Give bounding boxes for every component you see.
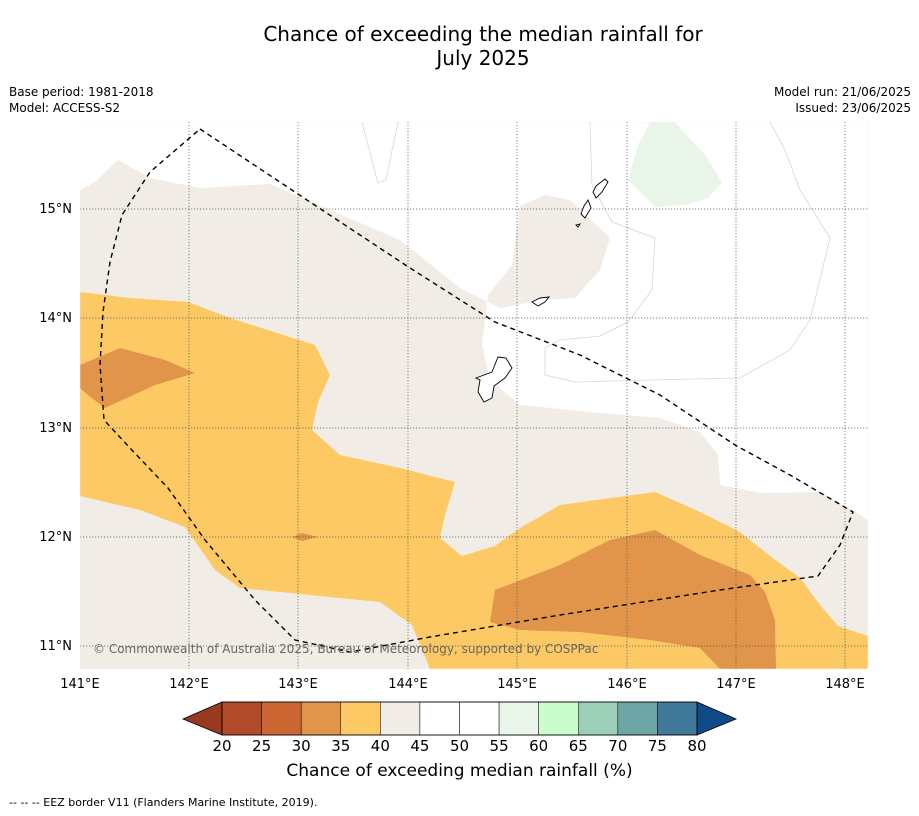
colorbar-cell xyxy=(617,701,658,736)
colorbar-cell xyxy=(419,701,460,736)
island-tinian xyxy=(580,199,592,219)
colorbar-tick-label: 75 xyxy=(648,737,667,755)
rainfall-map-area: © Commonwealth of Australia 2025, Bureau… xyxy=(80,122,868,669)
colorbar-tick-label: 30 xyxy=(292,737,311,755)
island-rota xyxy=(531,296,551,307)
colorbar-cells xyxy=(221,701,698,736)
copyright-text: © Commonwealth of Australia 2025, Bureau… xyxy=(93,642,598,656)
lat-tick-11: 11°N xyxy=(39,639,72,654)
lon-tick-143: 143°E xyxy=(278,677,318,692)
base-period-text: Base period: 1981-2018 xyxy=(9,85,154,99)
colorbar-tick-label: 35 xyxy=(331,737,350,755)
lon-tick-142: 142°E xyxy=(169,677,209,692)
colorbar-tick-label: 40 xyxy=(371,737,390,755)
model-run-text: Model run: 21/06/2025 xyxy=(773,85,911,99)
eez-border xyxy=(99,128,854,653)
map-title: Chance of exceeding the median rainfall … xyxy=(0,22,919,70)
colorbar-over-arrow xyxy=(696,701,738,736)
latitude-labels: 15°N 14°N 13°N 12°N 11°N xyxy=(39,202,72,654)
colorbar-tick-label: 65 xyxy=(569,737,588,755)
lon-tick-145: 145°E xyxy=(497,677,537,692)
contour-line-east xyxy=(544,122,831,383)
region-30-35-percent-east xyxy=(490,530,776,669)
colorbar-cell xyxy=(578,701,619,736)
colorbar-cell xyxy=(221,701,262,736)
island-outlines xyxy=(474,178,609,403)
colorbar-tick-label: 45 xyxy=(410,737,429,755)
colorbar-cell xyxy=(300,701,341,736)
region-55-60-percent xyxy=(628,122,722,207)
contour-line-north xyxy=(361,122,399,184)
island-guam xyxy=(474,356,513,403)
lat-tick-12: 12°N xyxy=(39,530,72,545)
lon-tick-148: 148°E xyxy=(825,677,865,692)
colorbar-tick-label: 20 xyxy=(212,737,231,755)
colorbar-cell xyxy=(538,701,579,736)
lat-tick-13: 13°N xyxy=(39,421,72,436)
lon-tick-146: 146°E xyxy=(607,677,647,692)
colorbar-cell xyxy=(657,701,698,736)
colorbar-under-arrow xyxy=(181,701,223,736)
meta-left: Base period: 1981-2018 Model: ACCESS-S2 xyxy=(9,84,154,116)
colorbar-labels: 20 25 30 35 40 45 50 55 60 65 70 75 80 xyxy=(212,737,706,755)
island-aguijan xyxy=(575,223,582,228)
meta-right: Model run: 21/06/2025 Issued: 23/06/2025 xyxy=(774,84,911,116)
lon-tick-144: 144°E xyxy=(388,677,428,692)
colorbar: 20 25 30 35 40 45 50 55 60 65 70 75 80 xyxy=(181,701,738,755)
colorbar-cell xyxy=(459,701,500,736)
map-title-line1: Chance of exceeding the median rainfall … xyxy=(263,22,703,46)
colorbar-tick-label: 50 xyxy=(450,737,469,755)
colorbar-cell xyxy=(340,701,381,736)
issued-text: Issued: 23/06/2025 xyxy=(795,101,911,115)
region-30-35-percent-west xyxy=(80,348,195,408)
eez-legend-note: -- -- -- EEZ border V11 (Flanders Marine… xyxy=(9,796,318,809)
gridlines xyxy=(80,122,868,669)
lon-tick-141: 141°E xyxy=(60,677,100,692)
colorbar-tick-label: 25 xyxy=(252,737,271,755)
colorbar-cell xyxy=(380,701,421,736)
colorbar-tick-label: 80 xyxy=(687,737,706,755)
island-saipan xyxy=(592,178,609,199)
colorbar-tick-label: 55 xyxy=(490,737,509,755)
lon-tick-147: 147°E xyxy=(716,677,756,692)
colorbar-title: Chance of exceeding median rainfall (%) xyxy=(286,761,633,781)
colorbar-tick-label: 60 xyxy=(529,737,548,755)
lat-tick-15: 15°N xyxy=(39,202,72,217)
model-text: Model: ACCESS-S2 xyxy=(9,101,121,115)
colorbar-cell xyxy=(261,701,302,736)
lat-tick-14: 14°N xyxy=(39,311,72,326)
map-title-line2: July 2025 xyxy=(436,46,530,70)
colorbar-cell xyxy=(498,701,539,736)
map-frame xyxy=(79,121,869,670)
colorbar-tick-label: 70 xyxy=(608,737,627,755)
longitude-labels: 141°E 142°E 143°E 144°E 145°E 146°E 147°… xyxy=(60,677,865,692)
colorbar-outline xyxy=(221,701,698,736)
